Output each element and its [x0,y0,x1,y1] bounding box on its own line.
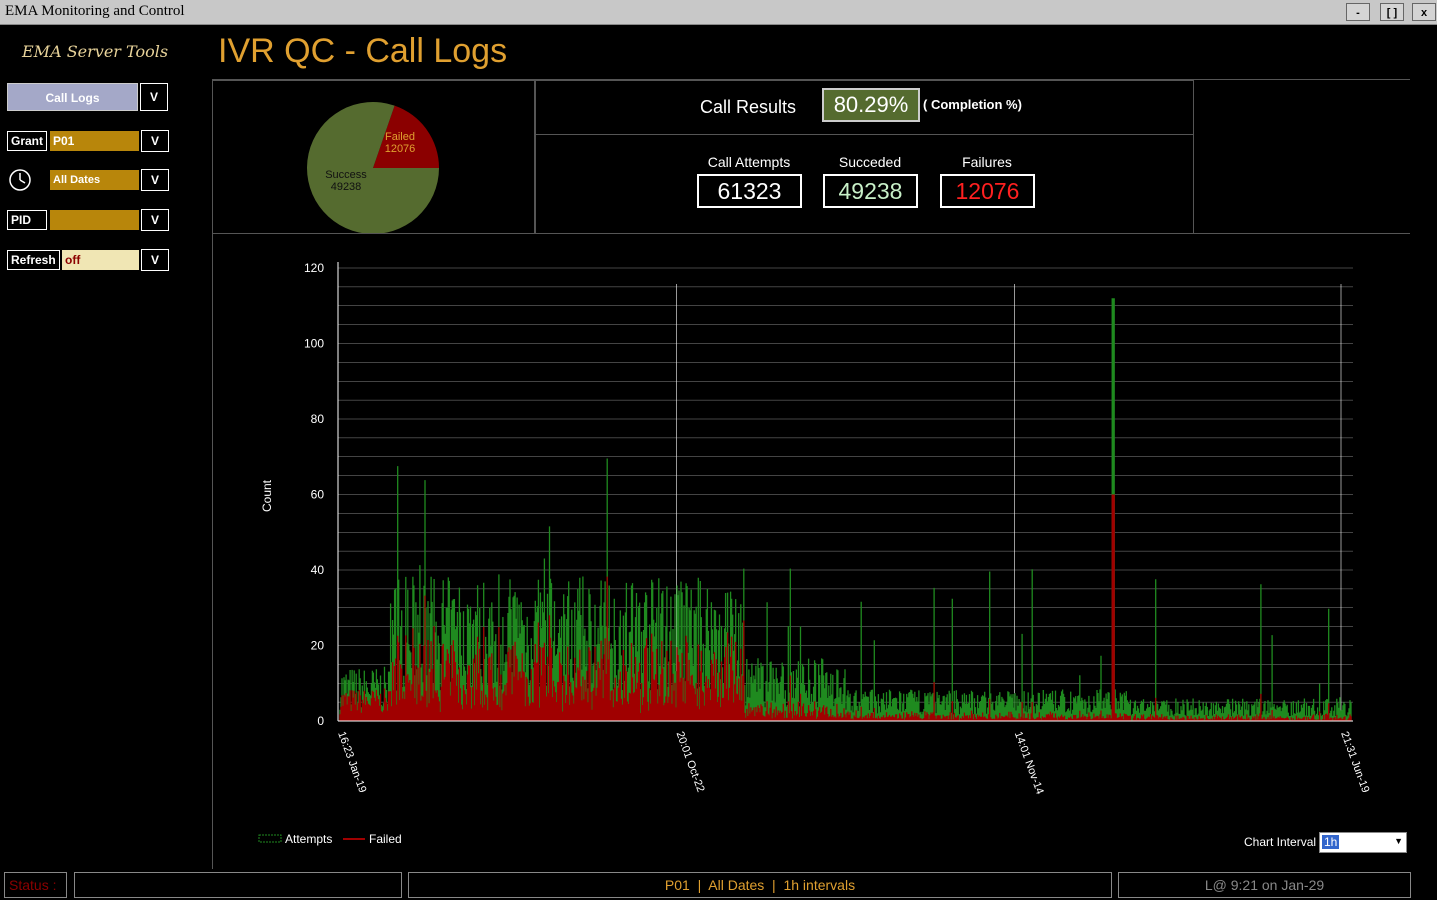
grant-field[interactable]: P01 [50,131,139,151]
chart-panel-border [212,233,213,869]
chart-interval-select[interactable]: 1h ▼ [1319,832,1407,853]
x-tick-label: 20:01 Oct-22 [674,730,707,794]
chevron-down-icon: ▼ [1394,836,1403,846]
call-results-panel: Call Results 80.29% ( Completion %) [535,80,1194,135]
pid-label: PID [7,210,47,230]
y-tick-label: 100 [304,337,324,351]
failures-value: 12076 [940,174,1035,208]
completion-label: ( Completion %) [923,97,1022,112]
refresh-field[interactable]: off [62,250,139,270]
x-tick-label: 21:31 Jun-19 [1338,730,1371,794]
minimize-button[interactable]: - [1346,3,1370,21]
y-tick-label: 80 [311,412,325,426]
stats-panel: Call Attempts 61323 Succeded 49238 Failu… [535,134,1194,234]
call-log-chart: 0 20 40 60 80 100 120 16:23 Jan-19 20:01 Oct-22 1… [258,261,1371,846]
pid-dropdown-button[interactable]: V [141,209,169,231]
brand-title: EMA Server Tools [22,42,169,61]
maximize-button[interactable]: [ ] [1380,3,1404,21]
window-title: EMA Monitoring and Control [5,3,185,19]
chart-interval-value: 1h [1322,835,1340,849]
call-logs-dropdown-button[interactable]: V [140,83,168,111]
close-button[interactable]: x [1412,3,1436,21]
succeeded-label: Succeded [838,154,902,170]
legend-attempts-label: Attempts [285,832,332,846]
grant-label: Grant [7,131,47,151]
title-divider [212,79,1410,80]
dates-dropdown-button[interactable]: V [141,169,169,191]
pie-slice-failed [373,105,439,168]
attempts-value: 61323 [697,174,802,208]
page-title: IVR QC - Call Logs [218,32,508,70]
title-bar: EMA Monitoring and Control - [ ] x [0,0,1437,25]
clock-icon [9,169,31,191]
x-tick-label: 16:23 Jan-19 [335,730,368,794]
refresh-dropdown-button[interactable]: V [141,249,169,271]
chart-interval-label: Chart Interval [1244,835,1317,849]
refresh-label: Refresh [7,250,60,270]
pie-failed-value: 12076 [385,143,416,155]
legend-attempts-swatch [258,834,282,843]
series-failed [339,494,1352,721]
y-tick-label: 20 [311,639,325,653]
chart-panel-top-border [212,233,1410,234]
completion-value: 80.29% [822,88,920,122]
pid-field[interactable] [50,210,139,230]
status-label: Status : [4,872,67,898]
failures-label: Failures [962,154,1012,170]
pie-success-value: 49238 [331,181,362,193]
status-filters: P01 | All Dates | 1h intervals [408,872,1112,898]
pie-panel: Success 49238 Failed 12076 [212,80,535,235]
x-tick-label: 14:01 Nov-14 [1012,730,1046,796]
dates-field[interactable]: All Dates [50,170,139,190]
y-tick-label: 60 [311,488,325,502]
attempts-label: Call Attempts [707,154,791,170]
grant-dropdown-button[interactable]: V [141,130,169,152]
call-logs-button[interactable]: Call Logs [7,83,138,111]
call-results-label: Call Results [700,97,797,117]
pie-failed-label: Failed [385,131,415,143]
y-tick-label: 0 [317,714,324,728]
pie-chart: Success 49238 Failed 12076 [307,102,439,235]
pie-success-label: Success [325,169,367,181]
status-login: L@ 9:21 on Jan-29 [1118,872,1411,898]
y-tick-label: 120 [304,261,324,275]
y-axis-label: Count [260,479,274,512]
succeeded-value: 49238 [823,174,918,208]
y-tick-label: 40 [311,563,325,577]
legend-failed-label: Failed [369,832,402,846]
status-message [74,872,402,898]
pie-slice-success [307,102,439,235]
